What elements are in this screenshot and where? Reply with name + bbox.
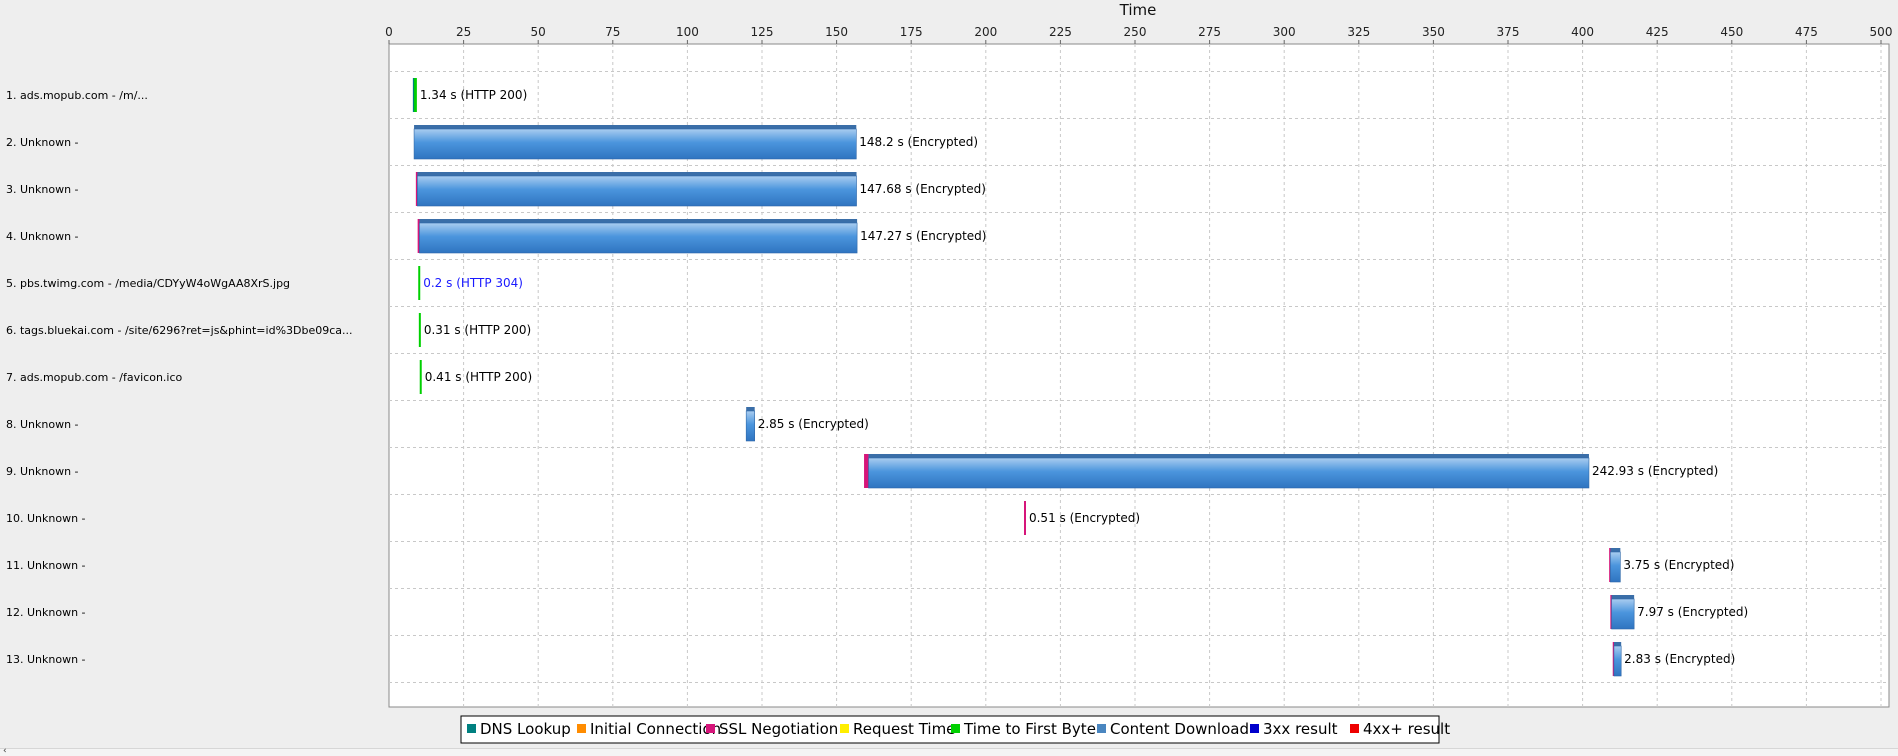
x-tick-label: 175 <box>900 25 923 39</box>
row-label: 7. ads.mopub.com - /favicon.ico <box>6 371 183 384</box>
row-label: 2. Unknown - <box>6 136 79 149</box>
legend-label: Request Time <box>853 720 955 738</box>
x-tick-label: 50 <box>531 25 546 39</box>
x-tick-label: 300 <box>1273 25 1296 39</box>
legend-swatch <box>1097 724 1106 733</box>
ttfb-bar <box>419 360 422 394</box>
row-label: 9. Unknown - <box>6 465 79 478</box>
content-download-bar <box>413 128 857 160</box>
legend-label: Initial Connection <box>590 720 721 738</box>
x-tick-label: 0 <box>385 25 393 39</box>
grid-lines <box>389 44 1889 707</box>
legend-box <box>460 715 1440 744</box>
content-download-bar <box>419 222 858 254</box>
content-download-bar-cap <box>1610 548 1621 552</box>
ttfb-bar <box>418 313 421 347</box>
x-tick-label: 400 <box>1571 25 1594 39</box>
row-label: 3. Unknown - <box>6 183 79 196</box>
x-tick-label: 150 <box>825 25 848 39</box>
content-download-bar <box>417 175 857 207</box>
bar-value-label: 2.83 s (Encrypted) <box>1624 652 1735 666</box>
ssl-negotiation-bar <box>864 454 869 488</box>
row-label: 8. Unknown - <box>6 418 79 431</box>
bar-value-label: 0.31 s (HTTP 200) <box>424 323 531 337</box>
x-tick-label: 350 <box>1422 25 1445 39</box>
x-tick-label: 225 <box>1049 25 1072 39</box>
row-label: 1. ads.mopub.com - /m/... <box>6 89 148 102</box>
bar-value-label: 0.51 s (Encrypted) <box>1029 511 1140 525</box>
ttfb-bar <box>414 78 417 112</box>
bar-value-labels: 1.34 s (HTTP 200) 148.2 s (Encrypted) 147.… <box>420 88 1748 666</box>
x-axis-ticks: 0 25 50 75 100 125 150 175 200 225 250 275 300 325 350… <box>385 25 1892 44</box>
x-tick-label: 475 <box>1795 25 1818 39</box>
legend-swatch <box>467 724 476 733</box>
x-tick-label: 100 <box>676 25 699 39</box>
bar-value-label: 0.41 s (HTTP 200) <box>425 370 532 384</box>
legend-label: Content Download <box>1110 720 1249 738</box>
legend-swatch <box>706 724 715 733</box>
content-download-bar <box>868 457 1590 489</box>
legend-swatch <box>1250 724 1259 733</box>
legend-swatch <box>577 724 586 733</box>
row-label: 4. Unknown - <box>6 230 79 243</box>
legend-swatch <box>1350 724 1359 733</box>
bar-value-label: 2.85 s (Encrypted) <box>758 417 869 431</box>
row-label: 11. Unknown - <box>6 559 86 572</box>
row-label: 13. Unknown - <box>6 653 86 666</box>
content-download-bar <box>1611 598 1635 630</box>
row-label: 6. tags.bluekai.com - /site/6296?ret=js&… <box>6 324 353 337</box>
bar-value-label: 147.27 s (Encrypted) <box>860 229 986 243</box>
legend-label: 4xx+ result <box>1363 720 1450 738</box>
row-labels: 1. ads.mopub.com - /m/... 2. Unknown - 3. … <box>6 89 353 666</box>
legend-label: SSL Negotiation <box>719 720 838 738</box>
content-download-bar-cap <box>414 125 857 129</box>
x-tick-label: 125 <box>751 25 774 39</box>
legend-label: 3xx result <box>1263 720 1338 738</box>
ssl-negotiation-bar <box>417 219 420 253</box>
x-tick-label: 250 <box>1124 25 1147 39</box>
x-tick-label: 450 <box>1720 25 1743 39</box>
bar-value-label: 242.93 s (Encrypted) <box>1592 464 1718 478</box>
legend-label: Time to First Byte <box>963 720 1096 738</box>
x-tick-label: 200 <box>974 25 997 39</box>
bar-value-label: 148.2 s (Encrypted) <box>859 135 978 149</box>
bar-value-label: 0.2 s (HTTP 304) <box>423 276 523 290</box>
content-download-bar-cap <box>746 407 755 411</box>
content-download-bar-cap <box>868 454 1589 458</box>
ttfb-bar <box>418 266 421 300</box>
horizontal-scrollbar[interactable] <box>0 748 1898 756</box>
row-label: 5. pbs.twimg.com - /media/CDYyW4oWgAA8Xr… <box>6 277 290 290</box>
x-tick-label: 275 <box>1198 25 1221 39</box>
timing-bars <box>412 78 1635 677</box>
bar-value-label: 147.68 s (Encrypted) <box>860 182 986 196</box>
x-axis-title: Time <box>1119 1 1157 19</box>
content-download-bar-cap <box>417 172 857 176</box>
content-download-bar <box>745 410 755 442</box>
legend-label: DNS Lookup <box>480 720 571 738</box>
scroll-left-icon[interactable]: ‹ <box>3 746 7 756</box>
content-download-bar-cap <box>1611 595 1635 599</box>
x-tick-label: 375 <box>1497 25 1520 39</box>
x-tick-label: 425 <box>1646 25 1669 39</box>
bar-value-label: 7.97 s (Encrypted) <box>1637 605 1748 619</box>
row-label: 10. Unknown - <box>6 512 86 525</box>
dns-lookup-bar <box>412 78 415 112</box>
legend-swatch <box>840 724 849 733</box>
x-tick-label: 325 <box>1347 25 1370 39</box>
x-tick-label: 500 <box>1870 25 1893 39</box>
x-tick-label: 75 <box>605 25 620 39</box>
row-label: 12. Unknown - <box>6 606 86 619</box>
content-download-bar-cap <box>1613 642 1622 646</box>
bar-value-label: 1.34 s (HTTP 200) <box>420 88 527 102</box>
legend-swatch <box>951 724 960 733</box>
ssl-negotiation-bar <box>415 172 418 206</box>
x-tick-label: 25 <box>456 25 471 39</box>
content-download-bar-cap <box>419 219 858 223</box>
bar-value-label: 3.75 s (Encrypted) <box>1623 558 1734 572</box>
content-download-bar <box>1610 551 1621 583</box>
ssl-negotiation-bar <box>1023 501 1026 535</box>
content-download-bar <box>1613 645 1622 677</box>
